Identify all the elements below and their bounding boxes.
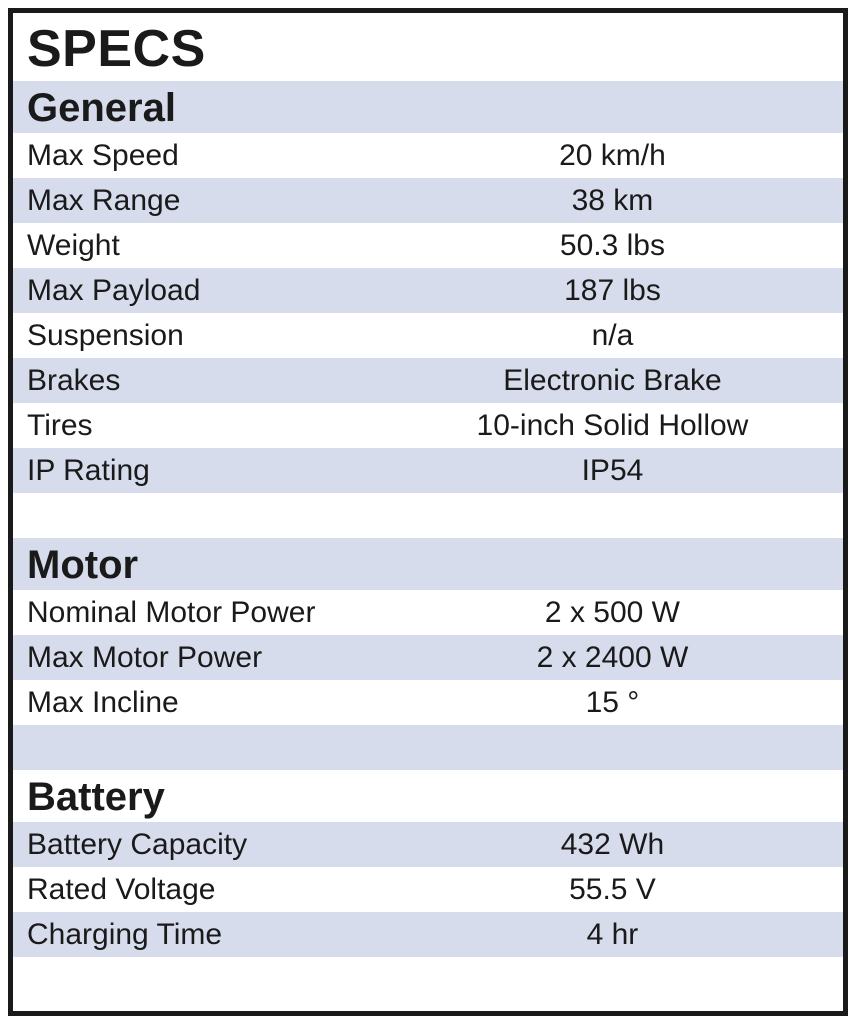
table-row: Nominal Motor Power 2 x 500 W <box>13 590 843 635</box>
spec-label: Max Motor Power <box>27 635 396 680</box>
table-row: Brakes Electronic Brake <box>13 358 843 403</box>
spec-value: 20 km/h <box>396 133 829 178</box>
table-row: Max Range 38 km <box>13 178 843 223</box>
spec-label: Suspension <box>27 313 396 358</box>
table-row: Battery Capacity 432 Wh <box>13 822 843 867</box>
spec-label: Max Incline <box>27 680 396 725</box>
spec-label: Weight <box>27 223 396 268</box>
table-row: Max Motor Power 2 x 2400 W <box>13 635 843 680</box>
spec-label: Brakes <box>27 358 396 403</box>
spec-label: Max Speed <box>27 133 396 178</box>
spec-label: Charging Time <box>27 912 396 957</box>
table-row: Max Payload 187 lbs <box>13 268 843 313</box>
spec-label: IP Rating <box>27 448 396 493</box>
table-row: Charging Time 4 hr <box>13 912 843 957</box>
spec-value: 38 km <box>396 178 829 223</box>
spec-label: Max Payload <box>27 268 396 313</box>
table-row: Weight 50.3 lbs <box>13 223 843 268</box>
spec-label: Max Range <box>27 178 396 223</box>
spec-value: 187 lbs <box>396 268 829 313</box>
spec-value: 432 Wh <box>396 822 829 867</box>
section-header-motor: Motor <box>13 538 843 590</box>
page-title: SPECS <box>13 13 843 81</box>
section-header-battery: Battery <box>13 770 843 822</box>
spec-label: Rated Voltage <box>27 867 396 912</box>
spec-label: Battery Capacity <box>27 822 396 867</box>
section-header-general: General <box>13 81 843 133</box>
spec-label: Nominal Motor Power <box>27 590 396 635</box>
spec-value: IP54 <box>396 448 829 493</box>
spec-value: 2 x 500 W <box>396 590 829 635</box>
spacer <box>13 725 843 770</box>
table-row: Suspension n/a <box>13 313 843 358</box>
table-row: Rated Voltage 55.5 V <box>13 867 843 912</box>
spec-value: 50.3 lbs <box>396 223 829 268</box>
table-row: Max Speed 20 km/h <box>13 133 843 178</box>
spec-value: 4 hr <box>396 912 829 957</box>
spec-value: n/a <box>396 313 829 358</box>
spec-label: Tires <box>27 403 396 448</box>
spec-value: 10-inch Solid Hollow <box>396 403 829 448</box>
table-row: IP Rating IP54 <box>13 448 843 493</box>
specs-table: SPECS General Max Speed 20 km/h Max Rang… <box>8 8 848 1016</box>
spec-value: 15 ° <box>396 680 829 725</box>
spec-value: 55.5 V <box>396 867 829 912</box>
spec-value: Electronic Brake <box>396 358 829 403</box>
spacer <box>13 493 843 538</box>
table-row: Tires 10-inch Solid Hollow <box>13 403 843 448</box>
spec-value: 2 x 2400 W <box>396 635 829 680</box>
table-row: Max Incline 15 ° <box>13 680 843 725</box>
